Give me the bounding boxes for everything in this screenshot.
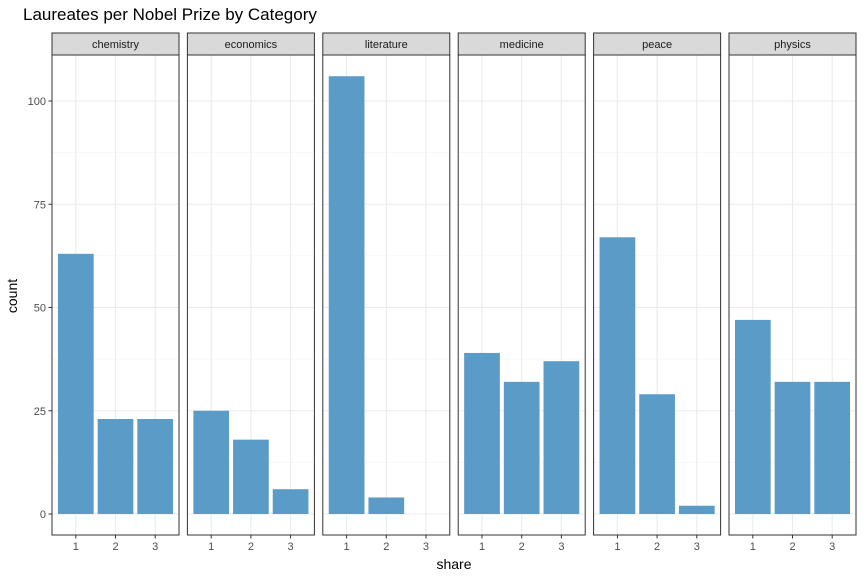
x-axis-title: share — [436, 556, 471, 572]
bar-peace-1 — [599, 237, 636, 515]
x-tick-label: 1 — [208, 541, 214, 553]
x-tick-label: 1 — [614, 541, 620, 553]
facet-panel-peace: peace 1 2 3 — [593, 32, 722, 553]
x-tick-label: 1 — [73, 541, 79, 553]
x-tick-label: 2 — [248, 541, 254, 553]
x-tick-label: 3 — [423, 541, 429, 553]
facet-strip-label: peace — [642, 39, 672, 51]
y-axis: 0 25 50 75 100 — [28, 96, 52, 521]
x-tick-label: 3 — [829, 541, 835, 553]
x-tick-label: 1 — [344, 541, 350, 553]
facet-panel-medicine: medicine 1 2 3 — [457, 32, 586, 553]
bar-medicine-3 — [543, 361, 580, 514]
x-tick-label: 2 — [654, 541, 660, 553]
bar-chemistry-3 — [137, 419, 174, 514]
facet-panel-chemistry: chemistry 1 2 3 — [51, 32, 180, 553]
bar-medicine-2 — [503, 381, 540, 514]
x-tick-label: 3 — [558, 541, 564, 553]
bar-peace-2 — [639, 394, 675, 514]
x-tick-label: 3 — [694, 541, 700, 553]
bar-economics-1 — [193, 410, 230, 514]
bar-physics-1 — [734, 319, 771, 514]
facet-strip — [186, 32, 315, 56]
y-axis-title: count — [4, 279, 20, 313]
facet-strip-label: medicine — [500, 39, 544, 51]
bar-chemistry-2 — [97, 419, 134, 514]
x-tick-label: 2 — [789, 541, 795, 553]
x-tick-label: 2 — [383, 541, 389, 553]
facet-strip — [322, 32, 451, 56]
bar-literature-1 — [328, 76, 365, 514]
x-tick-label: 3 — [152, 541, 158, 553]
facet-strip-label: literature — [365, 39, 408, 51]
bar-physics-3 — [814, 381, 851, 514]
y-tick-label: 0 — [40, 509, 46, 521]
bar-peace-3 — [678, 505, 715, 514]
facet-strip — [51, 32, 180, 56]
chart-title: Laureates per Nobel Prize by Category — [23, 5, 317, 24]
facet-strip — [457, 32, 586, 56]
x-tick-label: 1 — [479, 541, 485, 553]
bar-medicine-1 — [464, 352, 500, 514]
x-tick-label: 2 — [519, 541, 525, 553]
y-tick-label: 25 — [34, 406, 46, 418]
facet-panel-literature: literature 1 2 3 — [322, 32, 451, 553]
y-tick-label: 100 — [28, 96, 46, 108]
x-tick-label: 1 — [750, 541, 756, 553]
x-tick-label: 2 — [112, 541, 118, 553]
facet-strip-label: chemistry — [92, 39, 140, 51]
bar-chemistry-1 — [57, 253, 94, 514]
facet-strip-label: physics — [774, 39, 811, 51]
y-tick-label: 50 — [34, 303, 46, 315]
facet-strip — [593, 32, 722, 56]
facet-strip — [728, 32, 857, 56]
facet-panel-physics: physics 1 2 3 — [728, 32, 857, 553]
y-tick-label: 75 — [34, 199, 46, 211]
bar-physics-2 — [774, 381, 811, 514]
x-tick-label: 3 — [288, 541, 294, 553]
facet-panel-economics: economics 1 2 3 — [186, 32, 315, 553]
bar-economics-3 — [272, 489, 309, 514]
facet-strip-label: economics — [225, 39, 278, 51]
bar-literature-2 — [368, 497, 405, 514]
bar-economics-2 — [233, 439, 269, 514]
